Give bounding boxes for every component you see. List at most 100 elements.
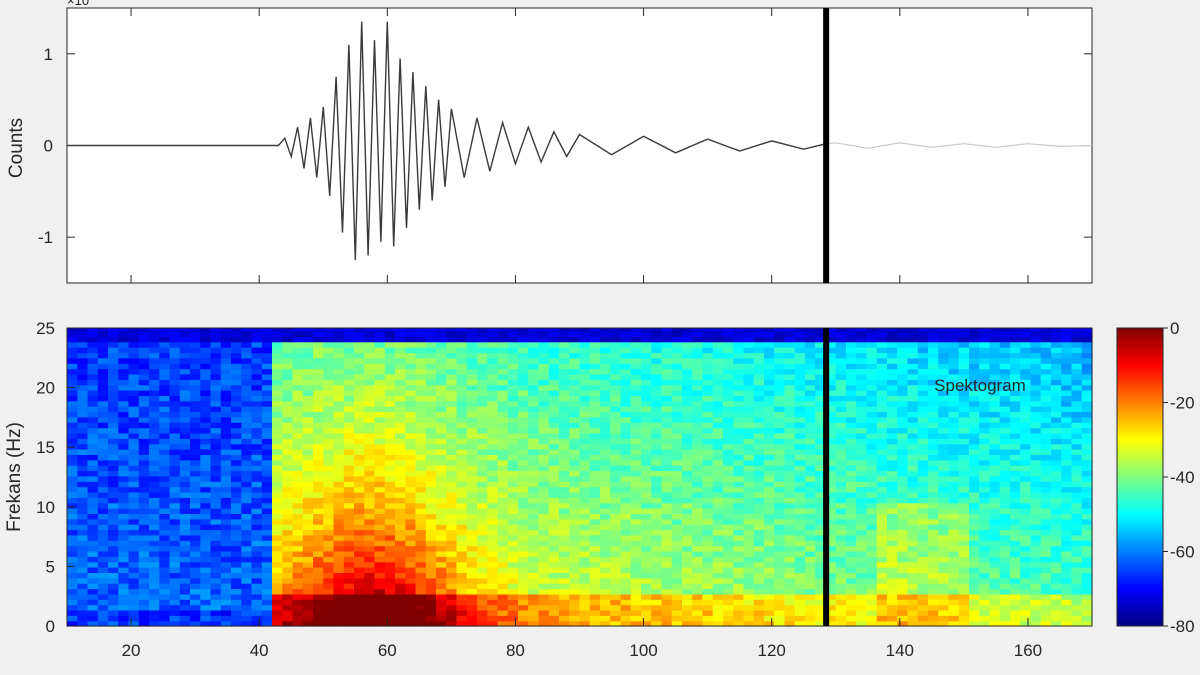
spectrogram-cell [333, 336, 345, 343]
spectrogram-cell [948, 599, 960, 606]
spectrogram-cell [415, 470, 427, 477]
spectrogram-cell [272, 395, 283, 402]
spectrogram-cell [815, 540, 826, 547]
spectrogram-cell [251, 497, 263, 504]
spectrogram-cell [917, 379, 929, 386]
spectrogram-cell [395, 352, 406, 359]
spectrogram-cell [364, 363, 376, 370]
spectrogram-cell [190, 609, 201, 616]
spectrogram-cell [415, 481, 427, 488]
spectrogram-cell [313, 390, 324, 396]
spectrogram-cell [425, 529, 437, 536]
spectrogram-cell [815, 508, 826, 514]
spectrogram-cell [272, 534, 283, 541]
spectrogram-cell [835, 615, 847, 622]
spectrogram-cell [794, 357, 806, 364]
spectrogram-cell [374, 363, 386, 370]
spectrogram-cell [497, 604, 509, 611]
spectrogram-cell [589, 470, 601, 477]
spectrogram-cell [794, 427, 806, 434]
spectrogram-cell [917, 599, 929, 606]
spectrogram-cell [272, 443, 283, 450]
spectrogram-cell [630, 363, 642, 370]
spectrogram-cell [938, 615, 949, 622]
spectrogram-cell [477, 604, 488, 611]
spectrogram-cell [220, 502, 232, 509]
spectrogram-cell [569, 331, 580, 337]
spectrogram-cell [805, 497, 816, 504]
spectrogram-cell [446, 395, 458, 402]
spectrogram-cell [907, 588, 919, 595]
spectrogram-cell [948, 524, 960, 531]
spectrogram-cell [784, 373, 796, 380]
spectrogram-cell [405, 465, 417, 472]
spectrogram-cell [210, 465, 222, 472]
spectrogram-cell [220, 384, 232, 391]
spectrogram-cell [251, 508, 263, 514]
spectrogram-cell [559, 497, 570, 504]
spectrogram-cell [251, 470, 263, 477]
spectrogram-cell [282, 567, 294, 573]
spectrogram-cell [405, 352, 417, 359]
spectrogram-cell [958, 368, 970, 375]
spectrogram-cell [815, 550, 826, 557]
spectrogram-cell [907, 379, 919, 386]
spectrogram-cell [712, 502, 724, 509]
spectrogram-cell [866, 331, 878, 337]
spectrogram-cell [384, 331, 396, 337]
spectrogram-cell [538, 615, 550, 622]
spectrogram-cell [917, 427, 929, 434]
spectrogram-cell [805, 593, 816, 600]
spectrogram-cell [77, 459, 89, 466]
spectrogram-cell [384, 556, 396, 563]
spectrogram-cell [589, 328, 601, 332]
spectrogram-cell [825, 620, 837, 627]
spectrogram-cell [497, 508, 509, 514]
spectrogram-cell [948, 593, 960, 600]
spectrogram-cell [569, 416, 580, 423]
spectrogram-cell [835, 449, 847, 455]
spectrogram-cell [579, 352, 591, 359]
spectrogram-cell [405, 567, 417, 573]
spectrogram-cell [354, 465, 365, 472]
spectrogram-cell [159, 588, 171, 595]
spectrogram-cell [425, 577, 437, 584]
spectrogram-cell [384, 432, 396, 439]
spectrogram-cell [856, 438, 867, 445]
spectrogram-cell [333, 534, 345, 541]
spectrogram-cell [651, 615, 662, 622]
spectrogram-cell [651, 609, 662, 616]
spectrogram-cell [87, 588, 99, 595]
spectrogram-cell [856, 599, 867, 606]
spectrogram-cell [651, 406, 662, 413]
spectrogram-cell [108, 540, 119, 547]
spectrogram-cell [692, 438, 703, 445]
spectrogram-cell [446, 475, 458, 482]
spectrogram-cell [446, 604, 458, 611]
spectrogram-cell [948, 328, 960, 332]
spectrogram-cell [128, 373, 140, 380]
spectrogram-cell [887, 406, 898, 413]
spectrogram-cell [723, 379, 734, 386]
spectrogram-cell [77, 529, 89, 536]
spectrogram-cell [436, 438, 447, 445]
spectrogram-cell [794, 599, 806, 606]
spectrogram-cell [343, 438, 355, 445]
spectrogram-cell [528, 529, 539, 536]
spectrogram-cell [364, 357, 376, 364]
spectrogram-cell [600, 416, 611, 423]
spectrogram-cell [692, 368, 703, 375]
spectrogram-cell [928, 524, 939, 531]
spectrogram-cell [907, 502, 919, 509]
spectrogram-cell [77, 352, 89, 359]
spectrogram-cell [384, 390, 396, 396]
spectrogram-cell [753, 593, 765, 600]
spectrogram-cell [343, 567, 355, 573]
spectrogram-cell [958, 615, 970, 622]
spectrogram-cell [179, 599, 191, 606]
spectrogram-cell [579, 561, 591, 568]
spectrogram-cell [446, 491, 458, 498]
spectrogram-cell [671, 406, 683, 413]
spectrogram-cell [958, 459, 970, 466]
